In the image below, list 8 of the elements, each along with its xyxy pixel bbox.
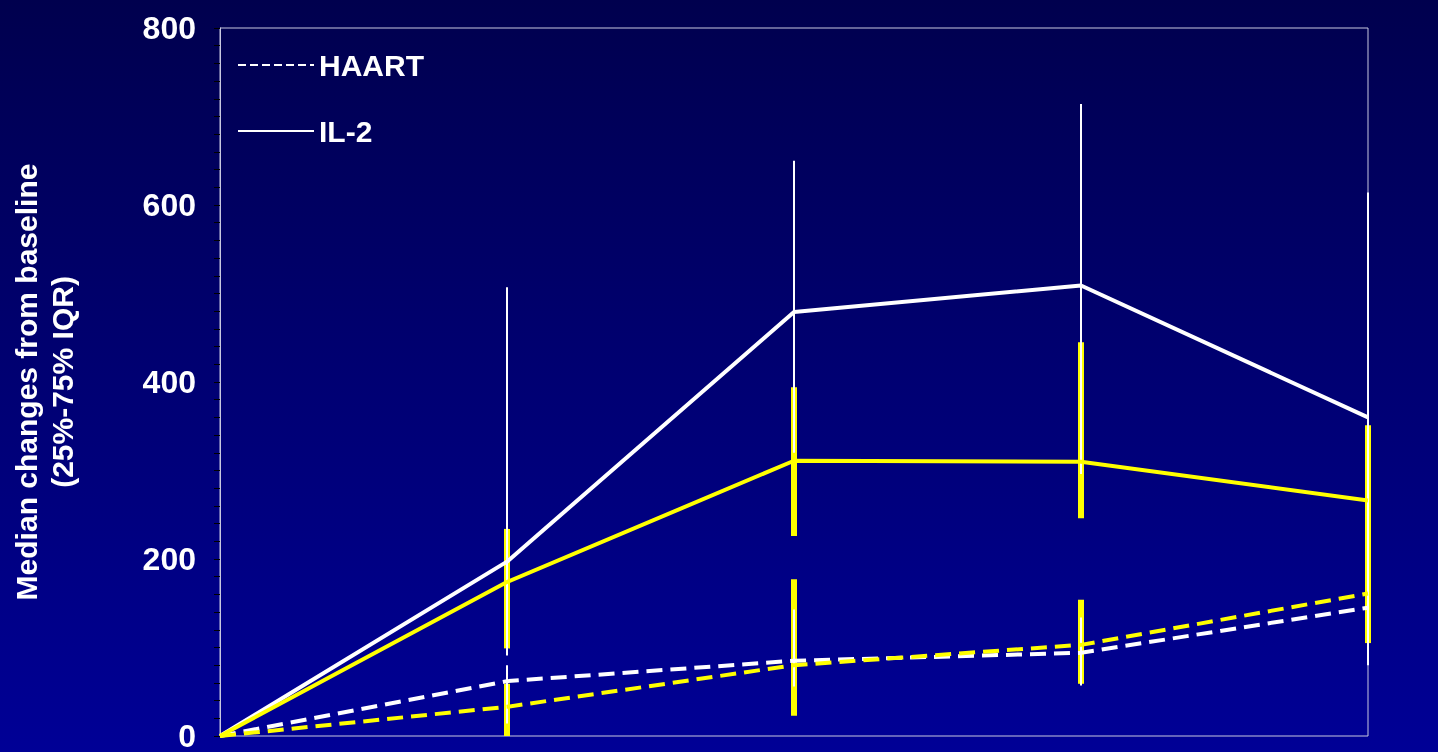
y-tick-label: 0 — [178, 718, 196, 752]
y-tick-label: 800 — [142, 10, 196, 46]
y-axis-title: Median changes from baseline (25%-75% IQR) — [9, 163, 79, 601]
legend-label: HAART — [319, 48, 424, 82]
y-tick-label: 400 — [142, 364, 196, 400]
y-tick-label: 600 — [142, 187, 196, 223]
y-tick-label: 200 — [142, 541, 196, 577]
legend-label: IL-2 — [319, 114, 373, 148]
